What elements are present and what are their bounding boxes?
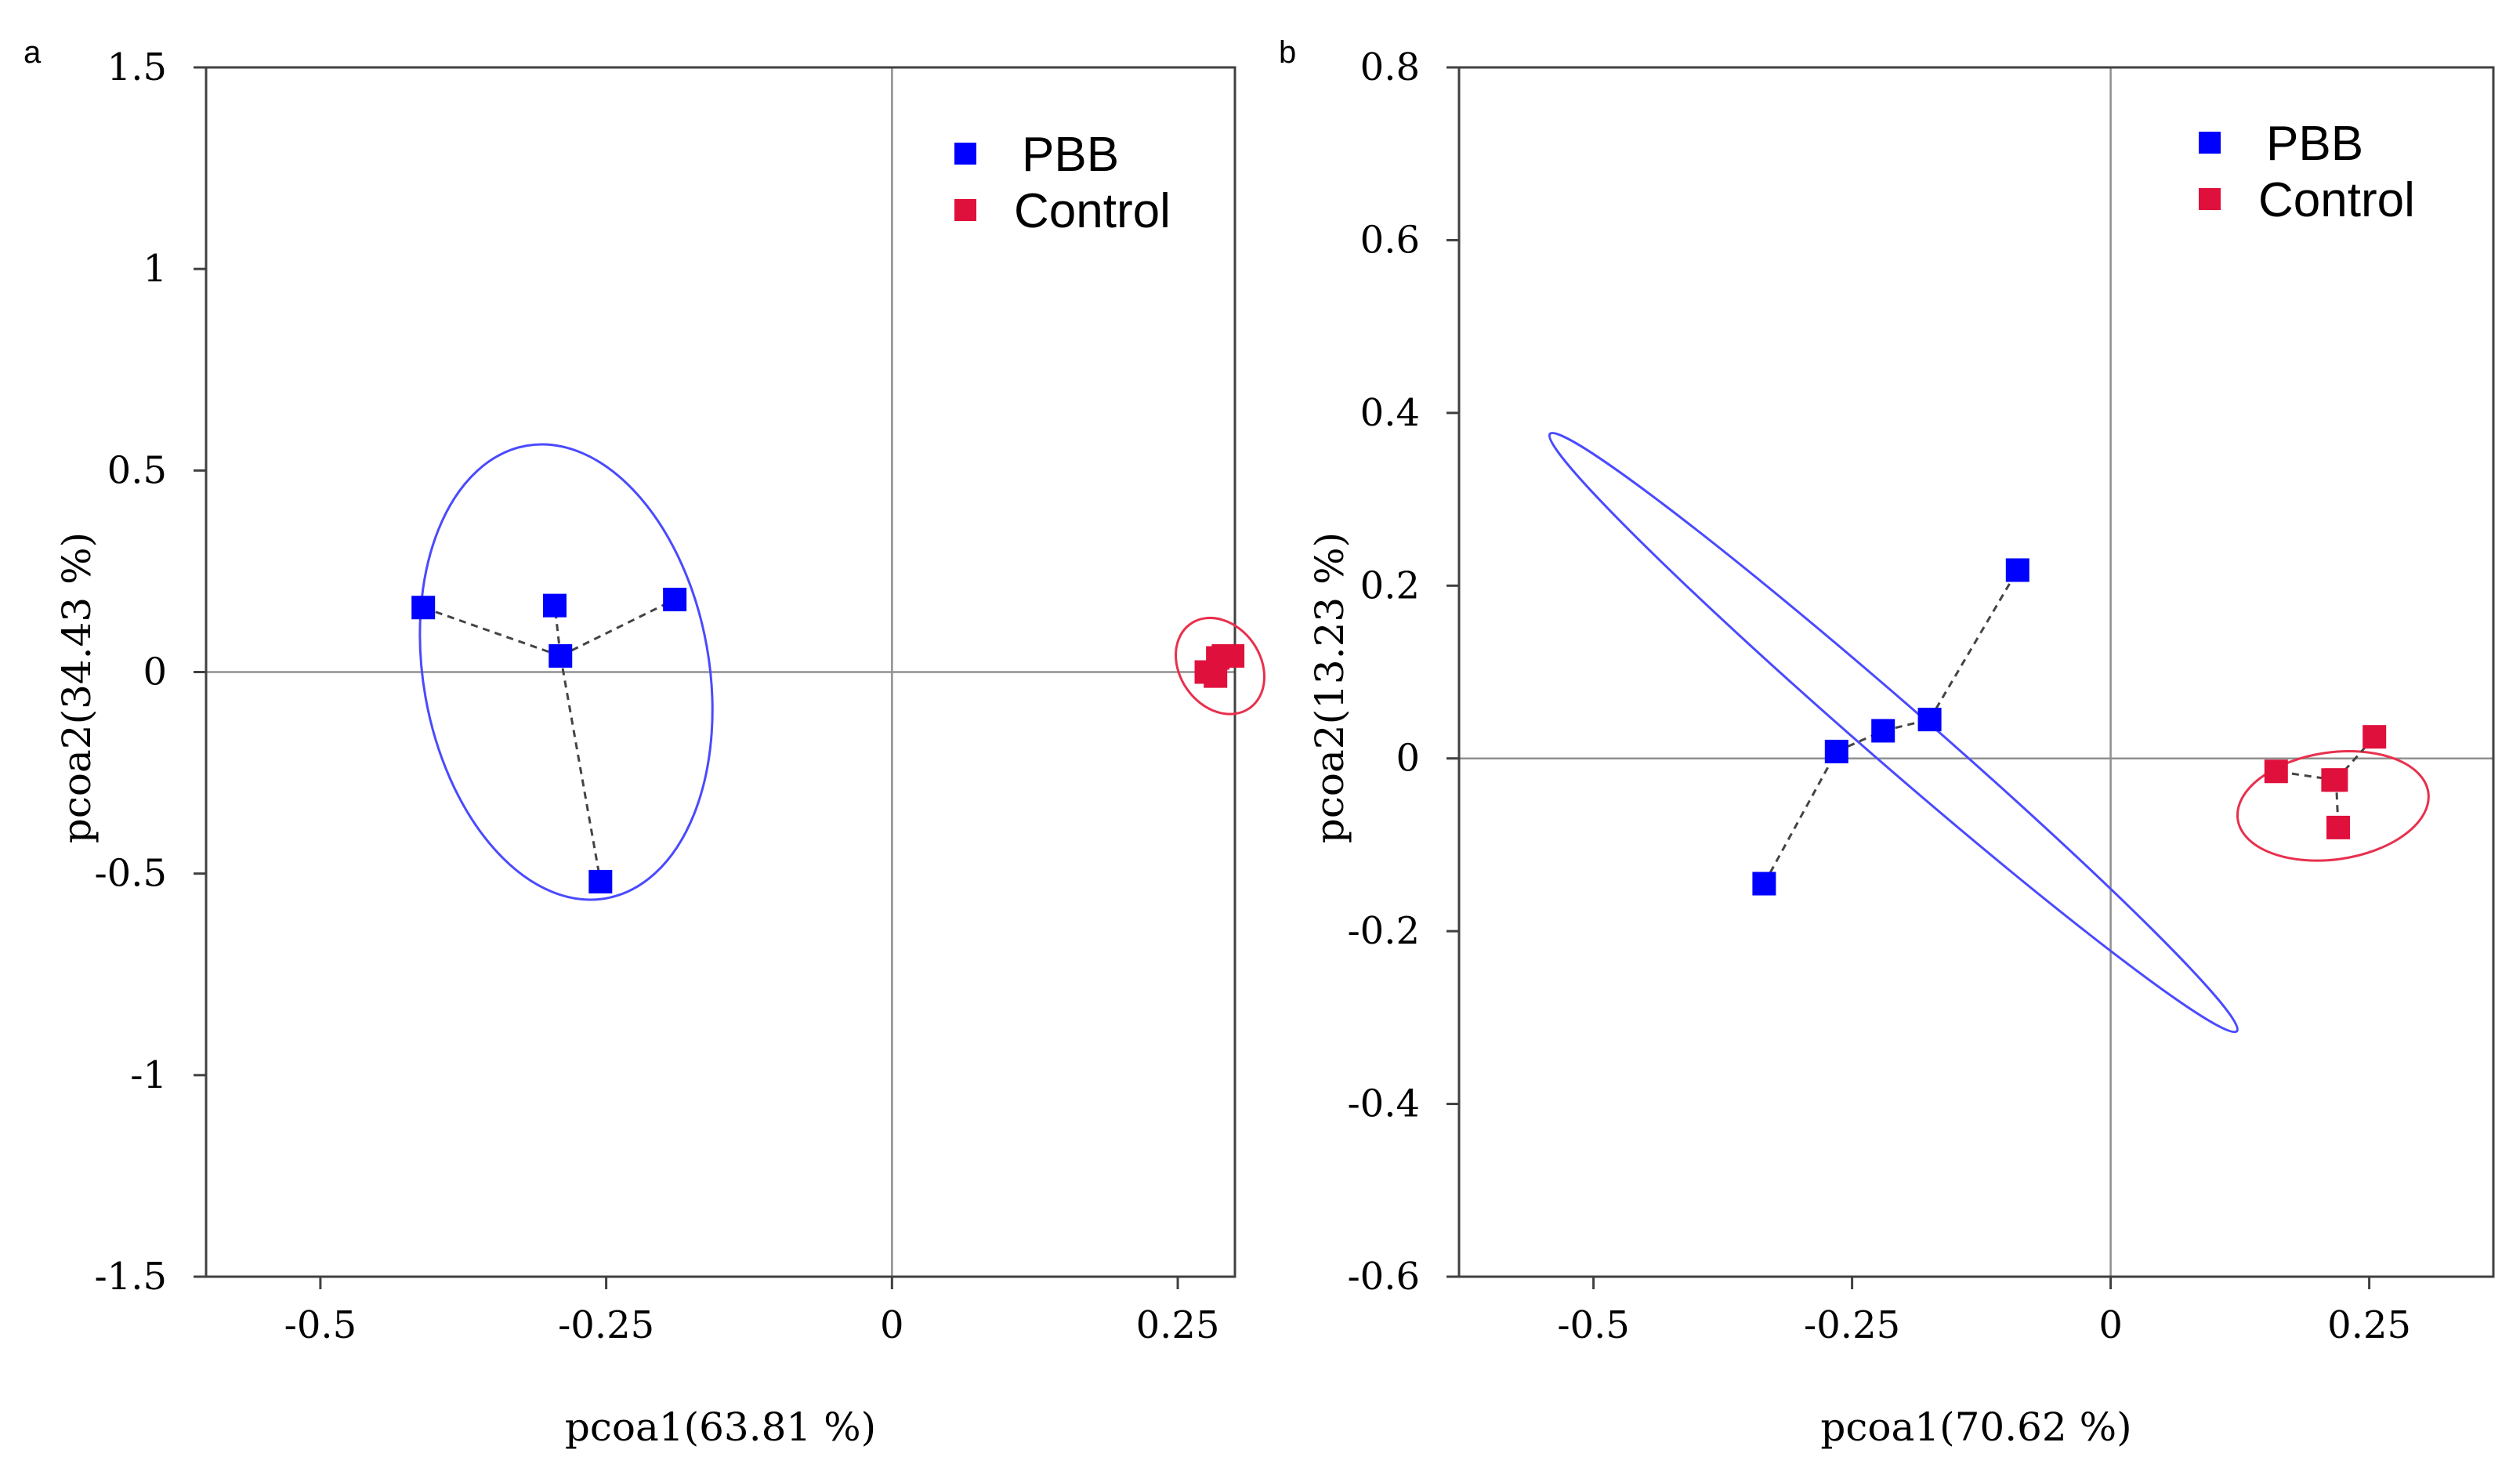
panel-b-ellipses xyxy=(1548,432,2430,1034)
link-pbb xyxy=(559,655,602,882)
link-pbb xyxy=(422,606,561,658)
ellipse-pbb xyxy=(1548,432,2239,1034)
y-tick-label: 1 xyxy=(143,247,167,291)
y-tick-label: -0.5 xyxy=(94,852,167,896)
panel-a-legend: PBB Control xyxy=(954,128,1171,238)
point-control xyxy=(2362,725,2387,749)
y-tick-label: 0 xyxy=(1396,737,1420,781)
legend-swatch-pbb xyxy=(954,143,976,165)
panel-b-links xyxy=(1763,569,2376,885)
point-pbb xyxy=(2005,558,2029,582)
y-tick-label: -1 xyxy=(130,1053,167,1097)
x-tick-label: -0.5 xyxy=(284,1303,357,1347)
point-pbb xyxy=(588,869,613,893)
panel-b-plot-frame xyxy=(1457,66,2495,1278)
link-pbb xyxy=(559,598,675,658)
panel-a-zero-lines xyxy=(206,67,1235,1277)
panel-a-label: a xyxy=(24,35,42,70)
point-pbb xyxy=(411,596,436,620)
link-pbb xyxy=(1763,751,1838,885)
y-tick-label: -0.4 xyxy=(1347,1082,1420,1126)
panel-a-x-axis-label: pcoa1(63.81 %) xyxy=(565,1404,876,1450)
ellipse-control xyxy=(1175,616,1266,716)
y-tick-label: 0.8 xyxy=(1360,45,1420,89)
panel-b-legend: PBB Control xyxy=(2199,117,2415,227)
point-pbb xyxy=(549,643,573,668)
point-control xyxy=(2264,759,2288,784)
ellipse-pbb xyxy=(418,443,714,901)
panel-a-ellipses xyxy=(418,443,1266,901)
panel-a-points xyxy=(411,587,1245,893)
x-tick-label: -0.25 xyxy=(1804,1303,1900,1347)
ellipse-control xyxy=(2236,750,2430,862)
x-tick-label: 0.25 xyxy=(1136,1303,1220,1347)
legend-swatch-pbb xyxy=(2199,132,2221,154)
y-tick-label: -0.2 xyxy=(1347,909,1420,953)
panel-b: b -0.5 -0.25 0 0.25 -0.6 -0.4 -0.2 0 0.2 0.4 0.6 0… xyxy=(1279,35,2495,1450)
y-tick-label: -1.5 xyxy=(94,1255,167,1299)
point-control xyxy=(1221,643,1245,668)
point-control xyxy=(2326,815,2350,839)
y-tick-label: -0.6 xyxy=(1347,1255,1420,1299)
panel-b-points xyxy=(1752,558,2387,896)
link-pbb xyxy=(1928,569,2019,720)
x-tick-label: 0 xyxy=(880,1303,904,1347)
y-tick-label: 0.2 xyxy=(1360,563,1420,607)
point-pbb xyxy=(663,587,687,611)
x-tick-label: 0.25 xyxy=(2327,1303,2411,1347)
x-tick-label: -0.5 xyxy=(1557,1303,1630,1347)
legend-label-pbb: PBB xyxy=(2266,117,2363,171)
panel-a-y-ticks: -1.5 -1 -0.5 0 0.5 1 1.5 xyxy=(94,45,206,1299)
panel-b-label: b xyxy=(1279,35,1296,70)
point-pbb xyxy=(1871,719,1895,743)
point-pbb xyxy=(1824,739,1848,763)
point-pbb xyxy=(1752,872,1776,896)
panel-a-x-ticks: -0.5 -0.25 0 0.25 xyxy=(284,1277,1220,1347)
panel-a-links xyxy=(422,598,1234,882)
legend-label-control: Control xyxy=(2258,173,2415,227)
panel-a-y-axis-label: pcoa2(34.43 %) xyxy=(54,532,100,843)
legend-swatch-control xyxy=(2199,188,2221,210)
point-pbb xyxy=(542,593,567,618)
panel-b-x-axis-label: pcoa1(70.62 %) xyxy=(1820,1404,2131,1450)
panel-a: a -0.5 -0.25 0 0.25 -1.5 -1 -0.5 0 0.5 1 1.5 PBB … xyxy=(24,35,1266,1450)
legend-label-pbb: PBB xyxy=(1022,128,1119,182)
y-tick-label: 0.5 xyxy=(107,448,167,492)
y-tick-label: 0.4 xyxy=(1360,391,1420,435)
panel-b-zero-lines xyxy=(1459,67,2493,1277)
legend-label-control: Control xyxy=(1014,184,1171,238)
point-control xyxy=(1204,664,1228,688)
point-control xyxy=(2324,768,2348,792)
y-tick-label: 0 xyxy=(143,650,167,694)
y-tick-label: 0.6 xyxy=(1360,218,1420,262)
link-control xyxy=(2335,736,2376,781)
legend-swatch-control xyxy=(954,199,976,221)
y-tick-label: 1.5 xyxy=(107,45,167,89)
panel-b-y-ticks: -0.6 -0.4 -0.2 0 0.2 0.4 0.6 0.8 xyxy=(1347,45,1459,1299)
panel-b-y-axis-label: pcoa2(13.23 %) xyxy=(1307,532,1352,843)
x-tick-label: -0.25 xyxy=(558,1303,654,1347)
x-tick-label: 0 xyxy=(2098,1303,2123,1347)
point-pbb xyxy=(1917,708,1942,732)
panel-b-x-ticks: -0.5 -0.25 0 0.25 xyxy=(1557,1277,2411,1347)
